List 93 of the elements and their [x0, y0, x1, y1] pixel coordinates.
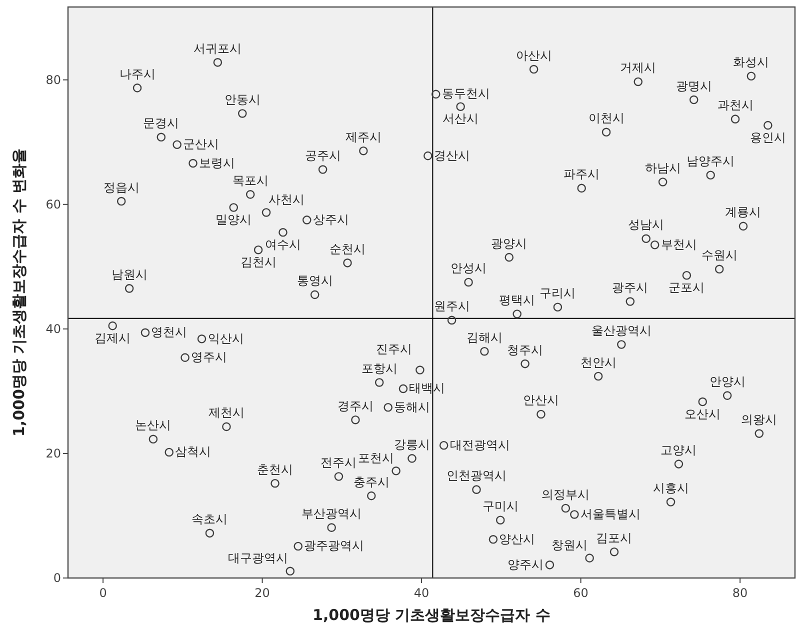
annotation: 구미시 [482, 499, 518, 514]
annotation: 양산시 [499, 532, 536, 546]
annotation: 화성시 [733, 55, 770, 70]
annotation: 삼척시 [175, 444, 212, 459]
annotation: 부천시 [660, 237, 697, 252]
annotation: 진주시 [376, 342, 412, 356]
annotation: 통영시 [296, 274, 333, 288]
annotation: 안양시 [709, 374, 746, 389]
annotation: 고양시 [660, 443, 697, 458]
annotation: 제천시 [208, 406, 244, 420]
annotation: 전주시 [320, 456, 357, 470]
annotation: 춘천시 [257, 462, 294, 476]
x-tick-label: 20 [254, 586, 270, 600]
annotation: 의정부시 [542, 487, 590, 502]
x-axis-title: 1,000명당 기초생활보장수급자 수 [312, 606, 550, 624]
annotation: 공주시 [304, 148, 341, 163]
annotation: 안성시 [450, 261, 487, 276]
annotation: 강릉시 [394, 437, 430, 452]
annotation: 용인시 [750, 130, 786, 144]
annotation: 안동시 [224, 92, 260, 106]
annotation: 여수시 [264, 237, 301, 252]
annotation: 김천시 [240, 254, 276, 269]
annotation: 대구광역시 [228, 551, 288, 566]
annotation: 익산시 [208, 331, 244, 346]
annotation: 광양시 [491, 236, 528, 250]
annotation: 광주광역시 [304, 538, 364, 553]
annotation: 안산시 [522, 393, 559, 408]
annotation: 사천시 [268, 192, 304, 206]
annotation: 의왕시 [741, 412, 778, 427]
y-tick-label: 20 [46, 446, 61, 460]
annotation: 아산시 [516, 48, 552, 62]
annotation: 하남시 [644, 160, 681, 175]
annotation: 성남시 [628, 218, 664, 232]
annotation: 나주시 [119, 66, 156, 81]
annotation: 정읍시 [103, 180, 140, 194]
y-tick-label: 40 [46, 322, 61, 336]
annotation: 서귀포시 [194, 41, 242, 56]
x-tick-label: 60 [573, 586, 588, 600]
y-axis-title: 1,000명당 기초생활보장수급자 수 변화율 [10, 148, 28, 437]
annotation: 영천시 [151, 325, 188, 340]
annotation: 제주시 [345, 130, 382, 144]
annotation: 광주시 [612, 280, 648, 295]
annotation: 군산시 [183, 137, 220, 152]
annotation: 울산광역시 [591, 323, 652, 338]
annotation: 구리시 [540, 286, 576, 300]
annotation: 창원시 [552, 538, 588, 552]
annotation: 서울특별시 [580, 506, 640, 521]
annotation: 양주시 [508, 557, 544, 572]
annotation: 오산시 [684, 406, 721, 421]
annotation: 계룡시 [725, 205, 762, 220]
y-tick-label: 0 [53, 571, 61, 585]
annotation: 청주시 [507, 342, 544, 357]
annotation: 거제시 [620, 60, 656, 75]
annotation: 상주시 [312, 212, 349, 226]
annotation: 포천시 [358, 450, 394, 465]
annotation: 파주시 [564, 167, 600, 182]
annotation: 밀양시 [216, 212, 252, 227]
x-tick-label: 80 [732, 586, 748, 600]
annotation: 대전광역시 [450, 438, 510, 452]
annotation: 경산시 [434, 148, 470, 162]
annotation: 목포시 [232, 173, 268, 188]
annotation: 문경시 [143, 116, 180, 130]
annotation: 수원시 [701, 248, 738, 262]
annotation: 군포시 [668, 280, 705, 294]
annotation: 김제시 [94, 330, 131, 345]
annotation: 평택시 [499, 292, 536, 307]
annotation: 부산광역시 [302, 506, 362, 521]
annotation: 남양주시 [686, 154, 735, 168]
y-tick-label: 60 [46, 197, 61, 212]
annotation: 서산시 [442, 112, 479, 126]
annotation: 포항시 [361, 361, 398, 376]
x-tick-label: 40 [414, 586, 430, 600]
annotation: 순천시 [329, 242, 366, 256]
annotation: 원주시 [434, 299, 470, 314]
annotation: 이천시 [588, 111, 624, 126]
annotation: 경주시 [337, 398, 374, 413]
annotation: 논산시 [135, 418, 172, 432]
annotation: 김포시 [596, 530, 632, 545]
annotation: 동해시 [394, 400, 430, 414]
y-tick-label: 80 [46, 72, 61, 87]
annotation: 시흥시 [652, 481, 689, 496]
annotation: 동두천시 [442, 86, 490, 101]
annotation: 광명시 [676, 78, 712, 93]
annotation: 과천시 [717, 98, 754, 112]
annotation: 보령시 [199, 156, 236, 170]
annotation: 남원시 [111, 267, 148, 282]
annotation: 충주시 [353, 474, 390, 489]
annotation: 김해시 [466, 330, 502, 344]
annotation: 인천광역시 [446, 468, 506, 483]
annotation: 천안시 [580, 355, 616, 370]
annotation: 영주시 [191, 350, 228, 364]
annotation: 속초시 [192, 512, 228, 526]
x-tick-label: 0 [99, 586, 107, 600]
